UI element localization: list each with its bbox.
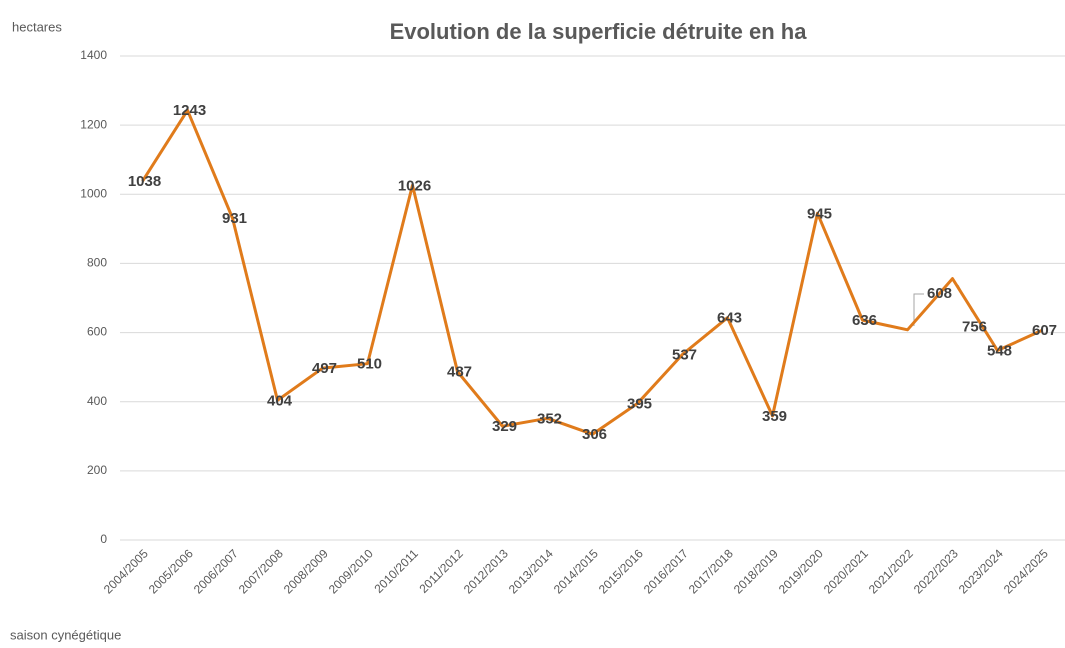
- chart-title: Evolution de la superficie détruite en h…: [390, 19, 808, 44]
- x-tick-label: 2022/2023: [911, 546, 961, 596]
- data-label: 359: [762, 408, 787, 425]
- x-tick-label: 2007/2008: [236, 546, 286, 596]
- data-label: 487: [447, 364, 472, 381]
- x-tick-label: 2008/2009: [281, 546, 331, 596]
- data-label: 497: [312, 360, 337, 377]
- data-label: 537: [672, 346, 697, 363]
- x-tick-label: 2020/2021: [821, 546, 871, 596]
- data-label: 643: [717, 310, 742, 327]
- data-label: 306: [582, 426, 607, 443]
- x-tick-label: 2013/2014: [506, 546, 556, 596]
- y-tick-label: 200: [87, 463, 107, 477]
- data-label: 756: [962, 319, 987, 336]
- x-tick-label: 2014/2015: [551, 546, 601, 596]
- y-tick-label: 1200: [80, 117, 107, 131]
- x-tick-label: 2016/2017: [641, 546, 691, 596]
- data-label: 945: [807, 205, 832, 222]
- data-label: 548: [987, 343, 1012, 360]
- data-line: [141, 108, 1044, 436]
- data-label: 329: [492, 418, 517, 435]
- x-tick-label: 2024/2025: [1001, 546, 1051, 596]
- data-label: 636: [852, 312, 877, 329]
- y-tick-label: 1400: [80, 48, 107, 62]
- x-tick-label: 2009/2010: [326, 546, 376, 596]
- x-axis-label: saison cynégétique: [10, 627, 121, 642]
- data-label: 931: [222, 210, 247, 227]
- data-label: 510: [357, 356, 382, 373]
- data-label: 1243: [173, 102, 206, 119]
- x-tick-label: 2004/2005: [101, 546, 151, 596]
- y-tick-label: 1000: [80, 186, 107, 200]
- x-tick-label: 2019/2020: [776, 546, 826, 596]
- x-tick-label: 2023/2024: [956, 546, 1006, 596]
- x-tick-label: 2012/2013: [461, 546, 511, 596]
- x-tick-label: 2005/2006: [146, 546, 196, 596]
- data-label: 352: [537, 410, 562, 427]
- data-label: 1026: [398, 177, 431, 194]
- x-tick-label: 2021/2022: [866, 546, 916, 596]
- x-tick-label: 2018/2019: [731, 546, 781, 596]
- y-tick-label: 0: [100, 532, 107, 546]
- data-label: 607: [1032, 322, 1057, 339]
- data-label: 395: [627, 395, 652, 412]
- data-label: 1038: [128, 173, 161, 190]
- y-tick-label: 600: [87, 325, 107, 339]
- x-tick-label: 2010/2011: [371, 546, 421, 596]
- data-label: 404: [267, 392, 293, 409]
- x-tick-label: 2006/2007: [191, 546, 241, 596]
- x-tick-label: 2017/2018: [686, 546, 736, 596]
- leader-line: [913, 293, 924, 326]
- y-tick-label: 800: [87, 256, 107, 270]
- x-tick-label: 2015/2016: [596, 546, 646, 596]
- data-label: 608: [927, 285, 952, 302]
- x-tick-label: 2011/2012: [416, 546, 466, 596]
- y-axis-label: hectares: [12, 19, 62, 34]
- y-tick-label: 400: [87, 394, 107, 408]
